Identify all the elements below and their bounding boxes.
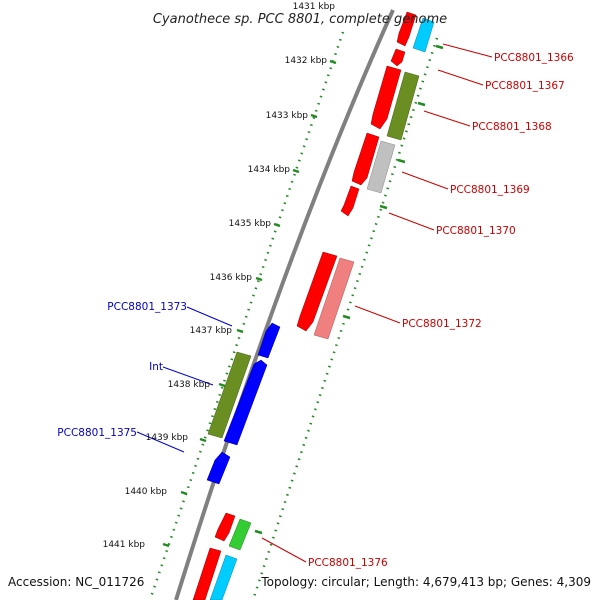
callout-line	[186, 306, 233, 327]
callout-line	[423, 110, 471, 127]
gene-feature-blue	[206, 451, 231, 485]
tick-mark	[218, 382, 226, 388]
gene-feature-blue	[223, 359, 268, 446]
callout-line	[388, 212, 435, 231]
gene-feature-red	[351, 132, 380, 186]
tick-mark	[379, 204, 388, 210]
gene-label[interactable]: PCC8801_1370	[436, 225, 516, 237]
tick-label: 1434 kbp	[248, 165, 291, 175]
gene-label[interactable]: PCC8801_1368	[472, 121, 552, 133]
tick-mark	[417, 101, 426, 107]
tick-label: 1431 kbp	[293, 2, 336, 12]
tick-mark	[342, 314, 351, 320]
gene-feature-red	[296, 251, 338, 332]
tick-mark	[236, 328, 244, 334]
gene-label[interactable]: PCC8801_1376	[308, 557, 388, 569]
callout-line	[162, 366, 214, 386]
gene-feature-red	[214, 512, 236, 542]
tick-mark	[273, 222, 281, 228]
gene-label[interactable]: PCC8801_1373	[107, 301, 187, 313]
tick-marks	[162, 44, 444, 548]
map-title: Cyanothece sp. PCC 8801, complete genome	[153, 12, 447, 27]
tick-label: 1440 kbp	[125, 487, 168, 497]
accession-text: Accession: NC_011726	[8, 575, 144, 589]
genome-backbone	[174, 9, 395, 600]
gene-features	[192, 11, 435, 600]
tick-label: 1435 kbp	[229, 219, 272, 229]
callout-line	[401, 171, 449, 190]
tick-label: 1441 kbp	[103, 540, 146, 550]
genome-stats-text: Topology: circular; Length: 4,679,413 bp…	[260, 575, 591, 589]
callout-line	[437, 69, 484, 86]
tick-labels: 1431 kbp 1432 kbp 1433 kbp 1434 kbp 1435…	[103, 2, 336, 550]
gene-feature-green	[228, 518, 252, 551]
gene-feature-red	[340, 185, 360, 217]
gene-label[interactable]: PCC8801_1367	[485, 80, 565, 92]
gene-feature-blue	[257, 322, 281, 359]
tick-label: 1436 kbp	[210, 273, 253, 283]
callout-lines	[136, 43, 493, 563]
tick-label: 1437 kbp	[190, 326, 233, 336]
callout-line	[354, 305, 401, 324]
reverse-gene-features	[206, 322, 281, 485]
gene-feature-red	[390, 48, 406, 67]
gene-feature-cyan	[209, 554, 238, 600]
tick-mark	[435, 44, 444, 50]
gene-feature-olive	[207, 351, 252, 439]
gene-label[interactable]: PCC8801_1369	[450, 184, 530, 196]
tick-label: 1433 kbp	[266, 111, 309, 121]
gene-feature-gray	[366, 140, 396, 194]
gene-feature-cyan	[412, 17, 435, 53]
callout-line	[261, 537, 307, 563]
tick-mark	[180, 490, 188, 496]
tick-mark	[292, 168, 300, 174]
tick-mark	[254, 529, 263, 535]
tick-label: 1439 kbp	[146, 433, 189, 443]
tick-label: 1432 kbp	[285, 56, 328, 66]
gene-label[interactable]: Int	[149, 361, 163, 373]
tick-mark	[397, 158, 406, 164]
gene-labels: PCC8801_1366 PCC8801_1367 PCC8801_1368 P…	[57, 52, 574, 569]
tick-mark	[329, 59, 337, 65]
gene-feature-red	[370, 65, 402, 130]
tick-mark	[162, 542, 170, 548]
gene-label[interactable]: PCC8801_1366	[494, 52, 574, 64]
gene-feature-pink	[313, 257, 355, 340]
callout-line	[442, 43, 493, 58]
tick-mark	[255, 276, 263, 282]
outer-scale-track	[251, 37, 439, 600]
gene-feature-red	[192, 547, 222, 600]
gene-label[interactable]: PCC8801_1375	[57, 427, 137, 439]
tick-mark	[310, 113, 318, 119]
gene-label[interactable]: PCC8801_1372	[402, 318, 482, 330]
callout-line	[136, 431, 185, 453]
gene-feature-red	[396, 11, 417, 47]
tick-mark	[199, 437, 207, 443]
gene-feature-olive	[386, 71, 420, 141]
tick-label: 1438 kbp	[168, 380, 211, 390]
